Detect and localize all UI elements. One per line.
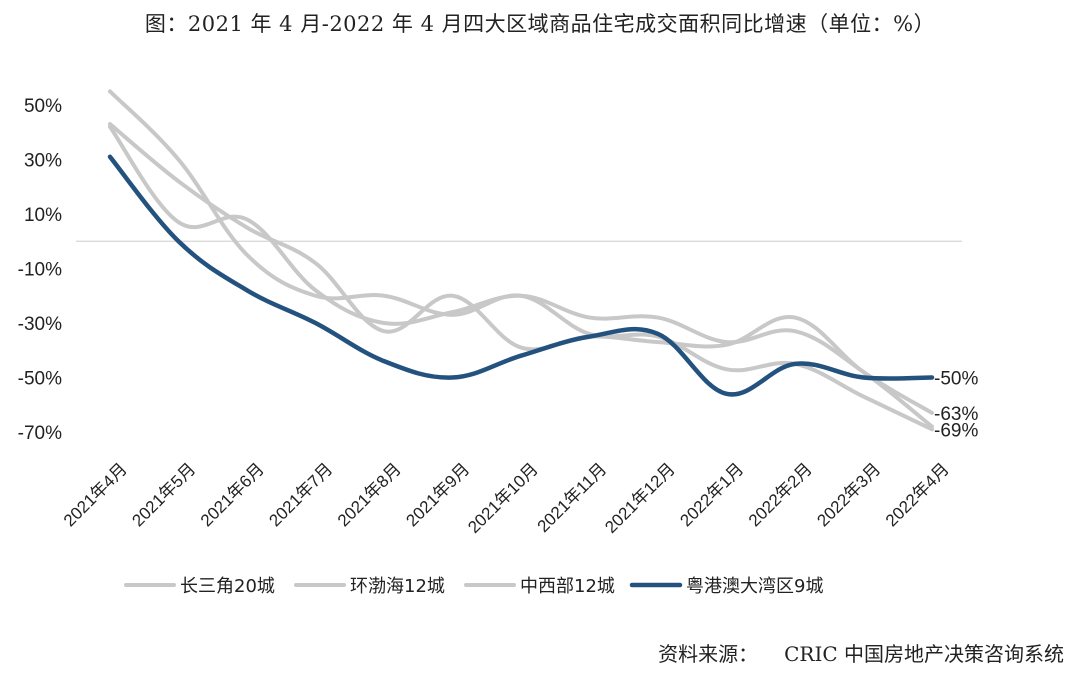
legend-label: 中西部12城: [520, 576, 615, 597]
chart-title: 图：2021 年 4 月-2022 年 4 月四大区域商品住宅成交面积同比增速（…: [144, 12, 936, 36]
y-tick-label: 30%: [24, 151, 62, 172]
y-tick-label: 10%: [24, 205, 62, 226]
legend-label: 长三角20城: [180, 576, 275, 597]
end-label: -69%: [934, 420, 978, 441]
x-tick-label: 2021年12月: [601, 459, 679, 537]
plot-area: [107, 89, 935, 432]
legend: 长三角20城 环渤海12城 中西部12城 粤港澳大湾区9城: [124, 576, 823, 597]
y-tick-label: -30%: [18, 314, 62, 335]
end-labels: -69%-63% -50%: [934, 369, 978, 442]
y-tick-label: -10%: [18, 260, 62, 281]
x-tick-label: 2021年7月: [265, 459, 336, 530]
x-tick-label: 2022年3月: [813, 459, 884, 530]
x-axis-labels: 2021年4月2021年5月2021年6月2021年7月2021年8月2021年…: [60, 459, 953, 537]
y-tick-label: 50%: [24, 96, 62, 117]
source-note: 资料来源： CRIC 中国房地产决策咨询系统: [658, 638, 1064, 667]
series-line-2: [108, 122, 934, 415]
x-tick-label: 2022年1月: [676, 459, 747, 530]
x-tick-label: 2021年4月: [60, 459, 131, 530]
series-line-1: [108, 89, 934, 432]
source-label: 资料来源：: [658, 642, 759, 666]
end-label: -50%: [934, 369, 978, 390]
x-tick-label: 2021年6月: [197, 459, 268, 530]
x-tick-label: 2022年2月: [745, 459, 816, 530]
end-label: -63%: [934, 404, 978, 425]
y-tick-label: -70%: [18, 423, 62, 444]
series-line-4: [107, 154, 935, 397]
legend-label: 环渤海12城: [350, 576, 445, 597]
x-tick-label: 2021年8月: [334, 459, 405, 530]
x-tick-label: 2021年9月: [402, 459, 473, 530]
source-text: CRIC 中国房地产决策咨询系统: [784, 642, 1064, 666]
x-tick-label: 2022年4月: [882, 459, 953, 530]
x-tick-label: 2021年10月: [464, 459, 542, 537]
y-tick-label: -50%: [18, 369, 62, 390]
series-line-3: [108, 124, 934, 429]
y-axis: 50% 30% 10% -10% -30% -50% -70%: [18, 96, 62, 444]
x-tick-label: 2021年5月: [128, 459, 199, 530]
legend-label: 粤港澳大湾区9城: [686, 576, 823, 597]
x-tick-label: 2021年11月: [534, 459, 611, 536]
